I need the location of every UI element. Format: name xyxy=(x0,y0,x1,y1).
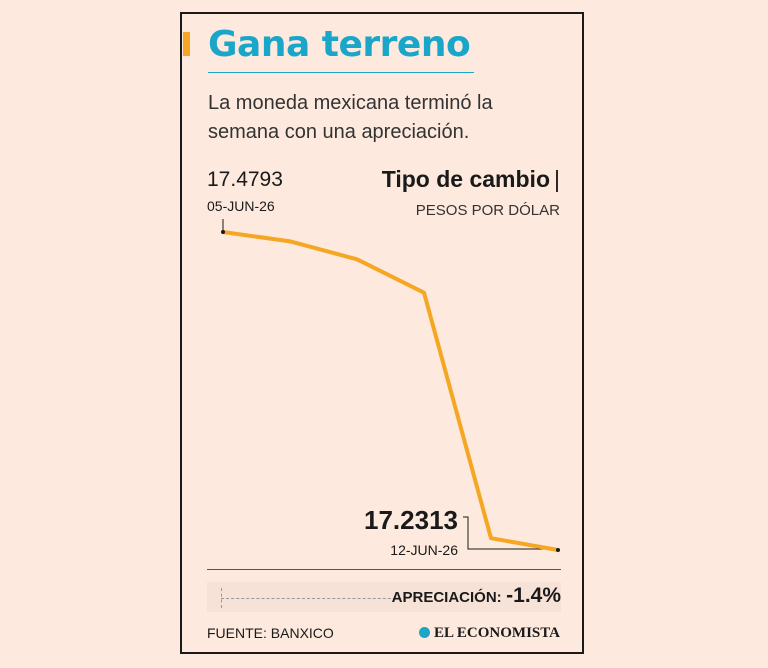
change-text: APRECIACIÓN: -1.4% xyxy=(392,584,561,608)
brand-globe-icon xyxy=(419,627,430,638)
chart-subtitle: La moneda mexicana terminó la semana con… xyxy=(208,92,493,143)
source-credit: FUENTE: BANXICO xyxy=(207,625,334,641)
change-value: -1.4% xyxy=(506,584,561,607)
bottom-divider xyxy=(207,569,561,570)
start-date-label: 05-JUN-26 xyxy=(207,198,275,214)
end-value-label: 17.2313 xyxy=(364,505,458,535)
accent-bar xyxy=(183,32,190,56)
chart-series-name: Tipo de cambio xyxy=(381,166,551,192)
change-label: APRECIACIÓN: xyxy=(391,589,502,606)
brand-logo: EL ECONOMISTA xyxy=(419,625,560,642)
chart-series-label: Tipo de cambio | xyxy=(382,166,560,193)
label-separator: | xyxy=(554,166,560,192)
end-date-label: 12-JUN-26 xyxy=(390,542,458,558)
change-dashed-line xyxy=(221,598,401,599)
brand-name: EL ECONOMISTA xyxy=(434,625,560,641)
start-value-label: 17.4793 xyxy=(207,168,283,191)
title-underline xyxy=(208,72,474,73)
chart-title: Gana terreno xyxy=(208,24,471,65)
chart-unit-label: PESOS POR DÓLAR xyxy=(415,202,560,219)
change-box: APRECIACIÓN: -1.4% xyxy=(207,582,561,612)
